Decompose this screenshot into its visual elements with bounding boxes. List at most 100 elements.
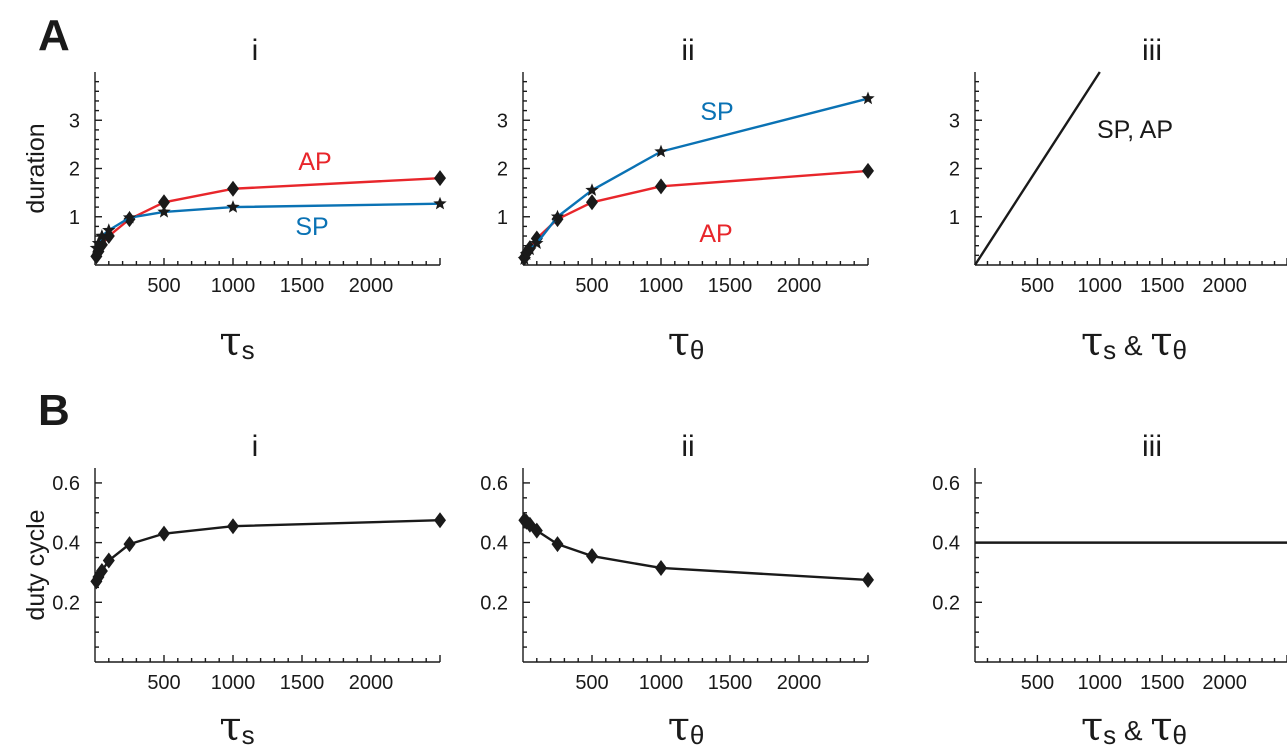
x-tick-label: 1500	[708, 275, 753, 297]
subplot-title: ii	[681, 34, 694, 67]
series-0	[518, 512, 874, 588]
chart-a1: i 500 1000 1500 2000 1 2 3 duration τs AP SP	[22, 34, 447, 365]
series-0	[90, 512, 446, 590]
series-label: AP	[699, 220, 732, 248]
data-point-diamond	[586, 194, 598, 211]
data-point-star	[91, 236, 106, 249]
series-ap: AP	[518, 162, 874, 266]
x-axis-label: τs	[219, 319, 254, 365]
x-axis-label: τs & τθ	[1081, 704, 1187, 747]
series-label: AP	[298, 148, 331, 176]
data-point-star	[530, 236, 544, 249]
x-tick-label: 2000	[349, 672, 394, 694]
data-point-diamond	[227, 518, 239, 535]
data-point-diamond	[655, 178, 667, 195]
y-tick-label: 0.4	[52, 533, 80, 555]
series-label: SP, AP	[1097, 116, 1173, 144]
y-tick-label: 2	[949, 159, 960, 181]
data-point-star	[523, 242, 537, 256]
y-tick-label: 3	[949, 110, 960, 132]
x-tick-label: 2000	[1202, 275, 1247, 297]
data-point-diamond	[158, 194, 170, 211]
data-point-diamond	[655, 559, 667, 576]
series-line	[95, 519, 441, 582]
data-point-diamond	[102, 552, 115, 569]
subplot-title: iii	[1142, 430, 1162, 463]
subplot-title: i	[252, 430, 259, 463]
data-point-star	[157, 204, 171, 218]
x-tick-label: 2000	[1202, 672, 1247, 694]
subplot-title: ii	[681, 430, 694, 463]
y-tick-label: 3	[69, 110, 80, 132]
x-tick-label: 1500	[1140, 672, 1185, 694]
data-point-diamond	[434, 170, 446, 187]
data-point-diamond	[123, 536, 136, 553]
y-tick-label: 2	[497, 159, 508, 181]
x-tick-label: 1000	[639, 672, 684, 694]
data-point-star	[861, 91, 875, 105]
data-point-diamond	[434, 512, 446, 529]
y-tick-label: 2	[69, 159, 80, 181]
y-tick-label: 1	[949, 207, 960, 229]
data-point-star	[226, 200, 240, 213]
series-line	[973, 71, 1101, 266]
x-tick-label: 500	[575, 672, 608, 694]
series-sp: SP	[89, 196, 447, 254]
x-tick-label: 500	[147, 275, 180, 297]
data-point-star	[95, 229, 109, 242]
x-axis-label: τθ	[668, 319, 705, 365]
y-tick-label: 1	[497, 207, 508, 229]
x-tick-label: 1500	[280, 275, 325, 297]
y-tick-label: 3	[497, 110, 508, 132]
data-point-diamond	[551, 536, 564, 553]
data-point-diamond	[862, 571, 874, 588]
data-point-star	[122, 210, 137, 224]
series-label: SP	[295, 213, 328, 241]
chart-b3: iii 500 1000 1500 2000 0.2 0.4 0.6 τs & τθ	[932, 430, 1287, 747]
x-tick-label: 1000	[1078, 672, 1123, 694]
data-point-diamond	[158, 525, 170, 542]
subplot-title: i	[252, 34, 259, 67]
y-tick-label: 0.2	[932, 592, 960, 614]
x-tick-label: 500	[147, 672, 180, 694]
panel-letter-b: B	[38, 386, 70, 435]
data-point-diamond	[862, 162, 874, 179]
y-axis-label: duration	[22, 123, 50, 213]
x-tick-label: 2000	[777, 672, 822, 694]
y-tick-label: 0.2	[52, 592, 80, 614]
data-point-star	[550, 209, 565, 223]
x-tick-label: 1500	[280, 672, 325, 694]
series-line	[523, 97, 869, 260]
x-axis-label: τs & τθ	[1081, 319, 1187, 365]
x-tick-label: 500	[1021, 672, 1054, 694]
y-tick-label: 0.2	[480, 592, 508, 614]
y-tick-label: 0.6	[480, 473, 508, 495]
chart-a2: ii 500 1000 1500 2000 1 2 3 τθ AP SP	[497, 34, 875, 365]
data-point-star	[433, 196, 447, 210]
chart-b2: ii 500 1000 1500 2000 0.2 0.4 0.6 τθ	[480, 430, 874, 747]
x-axis-label: τs	[219, 704, 254, 747]
panel-letter-a: A	[38, 11, 70, 60]
data-point-star	[585, 183, 599, 196]
series-line	[523, 519, 869, 582]
y-axis-label: duty cycle	[22, 509, 50, 620]
data-point-diamond	[95, 562, 108, 579]
y-tick-label: 0.6	[932, 473, 960, 495]
x-tick-label: 500	[1021, 275, 1054, 297]
x-tick-label: 2000	[777, 275, 822, 297]
data-point-diamond	[227, 180, 239, 197]
y-tick-label: 0.4	[932, 533, 960, 555]
data-point-diamond	[586, 548, 598, 565]
y-tick-label: 1	[69, 207, 80, 229]
x-tick-label: 1500	[708, 672, 753, 694]
x-tick-label: 1000	[211, 672, 256, 694]
x-tick-label: 1000	[639, 275, 684, 297]
chart-a3: iii 500 1000 1500 2000 1 2 3 τs & τθ SP, AP	[949, 34, 1287, 365]
data-point-star	[102, 223, 116, 236]
x-tick-label: 500	[575, 275, 608, 297]
series-line	[523, 169, 869, 259]
x-tick-label: 2000	[349, 275, 394, 297]
